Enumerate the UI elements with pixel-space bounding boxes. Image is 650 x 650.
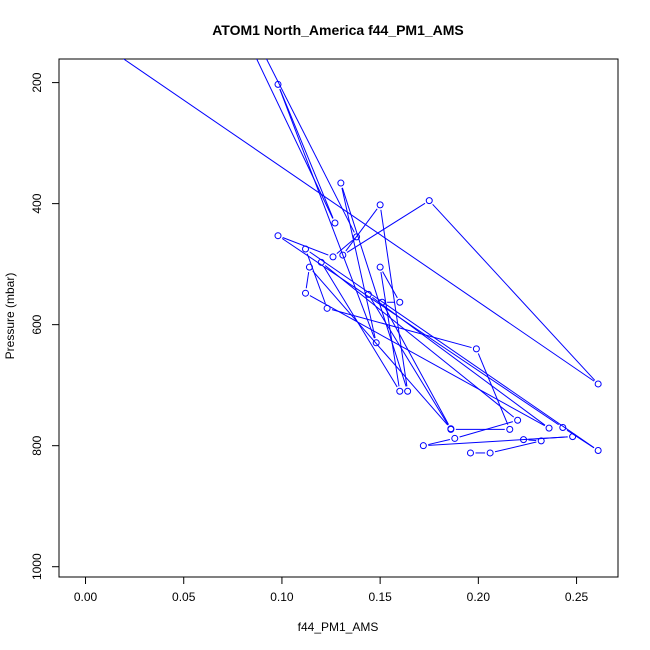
series-segment	[528, 436, 568, 440]
y-axis-label: Pressure (mbar)	[3, 273, 17, 360]
data-point	[472, 345, 480, 353]
series-segment	[528, 439, 537, 442]
series-segment	[281, 238, 559, 426]
data-point	[337, 179, 345, 187]
data-point	[339, 251, 347, 259]
y-tick-label: 600	[30, 314, 44, 334]
series-segment	[122, 59, 595, 382]
x-tick-label: 0.15	[368, 590, 392, 604]
series-segment	[256, 59, 334, 219]
series-segment	[341, 187, 407, 387]
data-point	[274, 232, 282, 240]
data-point	[506, 425, 514, 433]
data-point	[302, 289, 310, 297]
series-segment	[306, 253, 326, 304]
series-segment	[312, 270, 448, 426]
x-tick-label: 0.25	[565, 590, 589, 604]
x-axis-label: f44_PM1_AMS	[298, 620, 379, 634]
data-point	[372, 339, 380, 347]
data-point	[451, 434, 459, 442]
data-point	[376, 201, 384, 209]
data-point	[520, 436, 528, 444]
series-layer	[122, 59, 602, 457]
x-tick-label: 0.20	[467, 590, 491, 604]
data-point	[305, 263, 313, 271]
data-point	[486, 449, 494, 457]
data-point	[317, 258, 325, 266]
series-segment	[309, 295, 545, 427]
series-segment	[265, 59, 355, 233]
series-segment	[494, 441, 537, 453]
series-segment	[341, 187, 376, 339]
data-point	[396, 387, 404, 395]
y-tick-label: 1000	[30, 553, 44, 580]
data-point	[537, 437, 545, 445]
x-axis: 0.00 0.05 0.10 0.15 0.20 0.25	[74, 577, 589, 604]
series-segment	[331, 309, 472, 349]
data-point	[302, 245, 310, 253]
series-segment	[459, 421, 513, 438]
data-point	[376, 263, 384, 271]
series-segment	[380, 209, 408, 387]
data-point	[594, 447, 602, 455]
series-segment	[372, 296, 546, 426]
series-segment	[336, 239, 354, 255]
data-point	[364, 290, 372, 298]
data-point	[378, 298, 386, 306]
y-tick-label: 400	[30, 193, 44, 213]
series-segment	[324, 265, 515, 418]
series-segment	[309, 251, 595, 449]
data-point	[404, 387, 412, 395]
data-point	[323, 304, 331, 312]
series-1	[122, 59, 602, 395]
data-point	[353, 233, 361, 241]
series-segment	[428, 439, 451, 446]
series-segment	[384, 306, 449, 425]
y-tick-label: 800	[30, 435, 44, 455]
series-segment	[345, 208, 378, 252]
plot-frame	[58, 58, 619, 578]
data-point	[419, 442, 427, 450]
series-segment	[380, 272, 400, 387]
series-segment	[370, 298, 449, 426]
data-point	[514, 416, 522, 424]
data-point	[447, 425, 455, 433]
y-axis: 200 400 600 800 1000	[30, 72, 59, 580]
x-tick-label: 0.10	[270, 590, 294, 604]
y-tick-label: 200	[30, 72, 44, 92]
series-segment	[382, 271, 398, 299]
series-segment	[323, 266, 398, 388]
series-segment	[279, 88, 334, 219]
data-point	[396, 298, 404, 306]
series-segment	[279, 88, 375, 339]
chart-title: ATOM1 North_America f44_PM1_AMS	[212, 22, 464, 38]
data-point	[594, 380, 602, 388]
data-point	[425, 197, 433, 205]
data-point	[545, 424, 553, 432]
data-point	[559, 424, 567, 432]
x-tick-label: 0.05	[172, 590, 196, 604]
series-segment	[432, 203, 596, 381]
data-point	[466, 449, 474, 457]
series-segment	[305, 272, 310, 289]
data-point	[331, 219, 339, 227]
data-point	[329, 253, 337, 261]
x-tick-label: 0.00	[74, 590, 98, 604]
series-2	[265, 59, 602, 457]
series-segment	[477, 353, 509, 425]
data-point	[569, 433, 577, 441]
